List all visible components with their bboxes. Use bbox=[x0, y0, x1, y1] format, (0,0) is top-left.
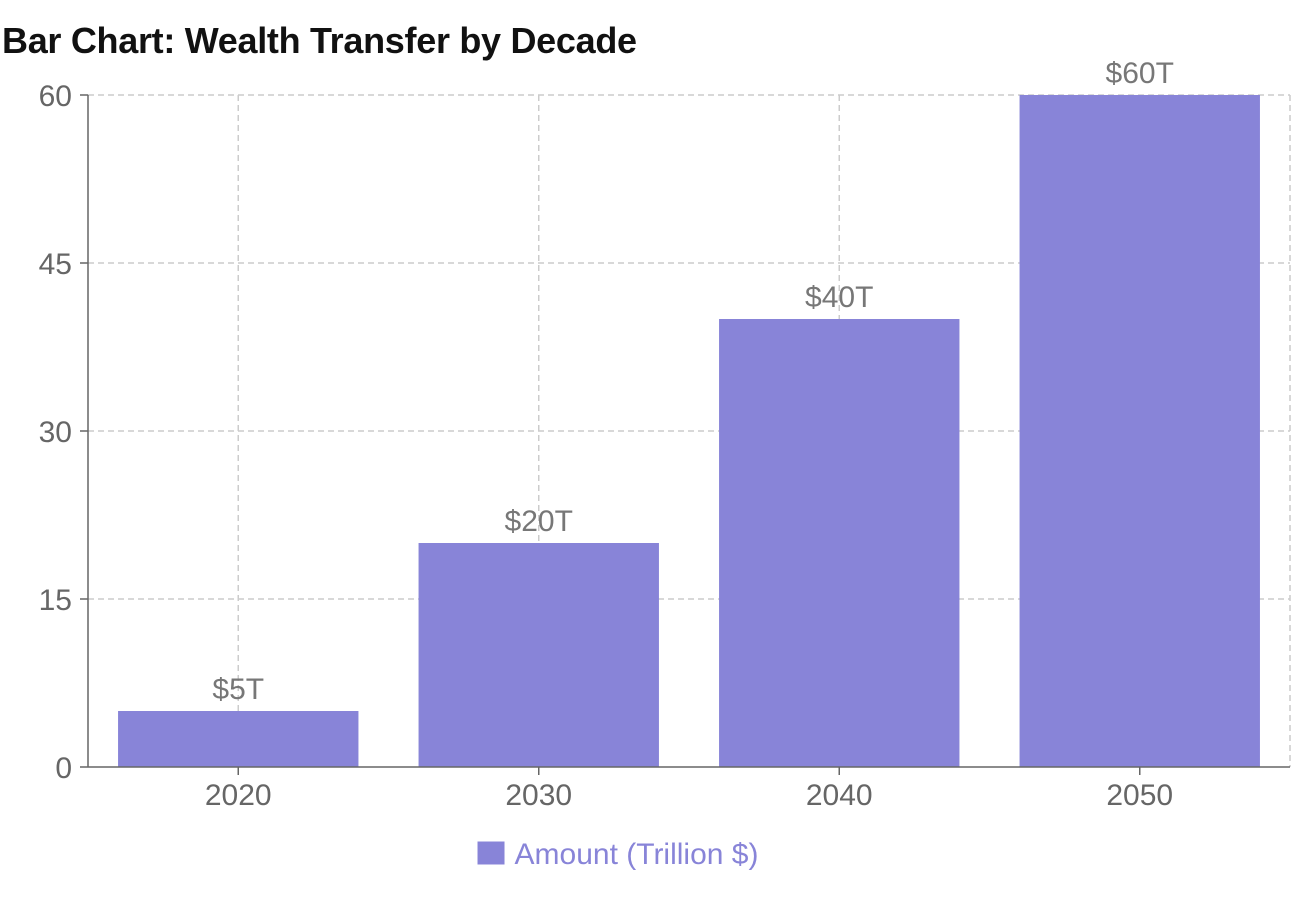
bar-data-label: $20T bbox=[505, 505, 573, 538]
y-tick-label: 45 bbox=[39, 248, 72, 281]
bar-data-label: $5T bbox=[212, 673, 264, 706]
y-tick-label: 60 bbox=[39, 80, 72, 113]
bar[interactable] bbox=[1019, 95, 1260, 767]
y-tick-label: 15 bbox=[39, 584, 72, 617]
x-tick-label: 2020 bbox=[205, 779, 272, 812]
bar-data-label: $60T bbox=[1106, 57, 1174, 90]
x-tick-label: 2040 bbox=[806, 779, 873, 812]
y-tick-label: 0 bbox=[55, 752, 72, 785]
legend[interactable]: Amount (Trillion $) bbox=[477, 838, 759, 871]
x-tick-label: 2030 bbox=[505, 779, 572, 812]
bar-data-label: $40T bbox=[805, 281, 873, 314]
y-axis-ticks: 0 15 30 45 60 bbox=[39, 80, 88, 785]
x-axis-ticks: 2020 2030 2040 2050 bbox=[205, 767, 1173, 812]
bar[interactable] bbox=[118, 711, 359, 767]
bar[interactable] bbox=[418, 543, 659, 767]
bar[interactable] bbox=[719, 319, 960, 767]
data-labels: $5T $20T $40T $60T bbox=[212, 57, 1174, 706]
y-tick-label: 30 bbox=[39, 416, 72, 449]
chart-title: Bar Chart: Wealth Transfer by Decade bbox=[2, 20, 637, 61]
legend-label: Amount (Trillion $) bbox=[515, 838, 759, 871]
bars bbox=[118, 95, 1260, 767]
x-tick-label: 2050 bbox=[1106, 779, 1173, 812]
legend-swatch bbox=[477, 841, 505, 865]
